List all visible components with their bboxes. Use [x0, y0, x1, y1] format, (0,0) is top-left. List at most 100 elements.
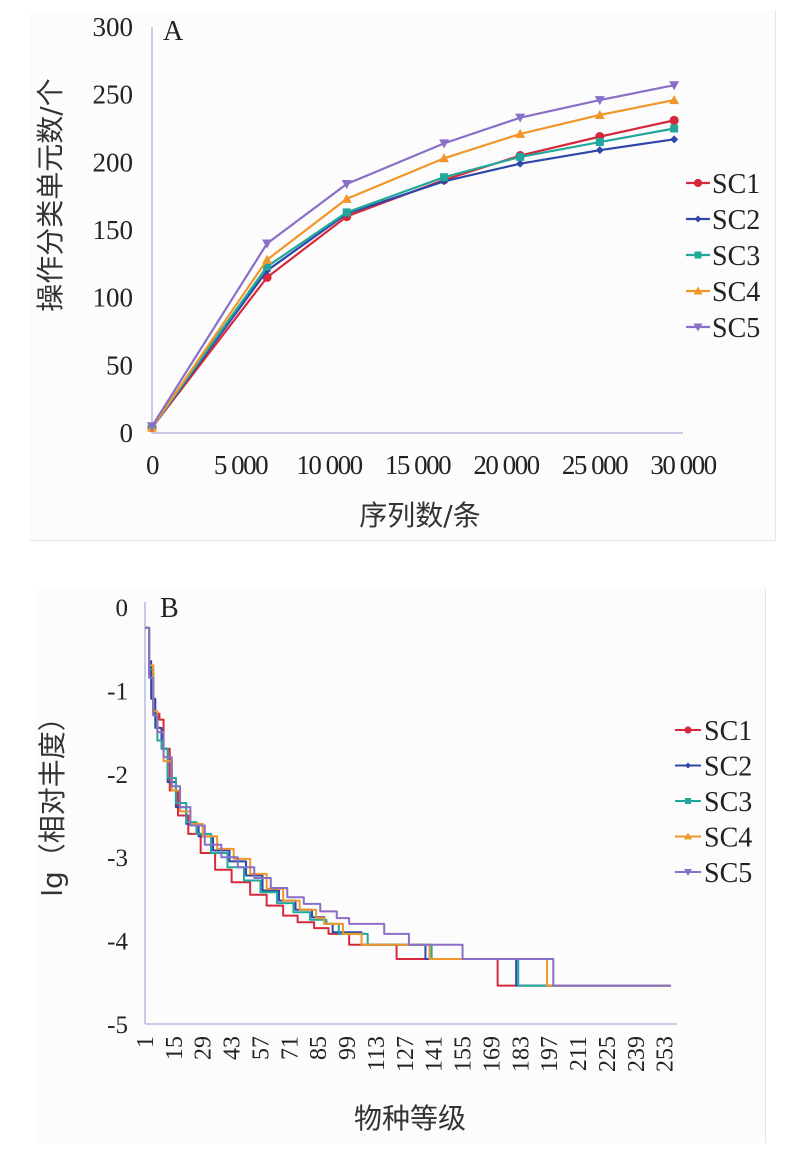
data-point: [440, 173, 449, 182]
x-axis-label-a: 序列数/条: [359, 499, 480, 532]
x-tick-label-b: 113: [364, 1036, 390, 1071]
series-line-sc3: [145, 626, 671, 987]
chart-panel-b: [35, 588, 766, 1143]
legend-item-sc4: SC4: [675, 823, 752, 854]
legend-item-sc2: SC2: [675, 752, 752, 783]
x-tick-label-b: 85: [306, 1036, 332, 1060]
y-tick-label-b: -1: [107, 678, 128, 705]
data-point: [342, 208, 351, 217]
x-tick-label-b: 127: [393, 1036, 419, 1072]
legend-label: SC4: [704, 823, 752, 854]
x-tick-label-b: 29: [191, 1036, 217, 1060]
x-tick-label-b: 253: [653, 1036, 679, 1072]
data-point: [515, 113, 526, 123]
y-tick-label-b: -5: [107, 1012, 128, 1039]
y-tick-label-b: -3: [107, 845, 128, 872]
x-axis-label-b: 物种等级: [354, 1102, 466, 1135]
legend-marker-icon: [684, 869, 692, 876]
x-tick-label-a: 30 000: [650, 450, 716, 480]
x-tick-label-b: 211: [566, 1036, 592, 1071]
legend-marker-icon: [693, 323, 703, 332]
y-tick-label-b: -4: [107, 929, 128, 956]
x-tick-label-a: 0: [146, 450, 159, 480]
data-point: [669, 95, 680, 105]
x-tick-label-b: 183: [508, 1036, 534, 1072]
y-tick-label-a: 50: [106, 350, 133, 380]
legend-label: SC3: [712, 241, 760, 272]
y-tick-label-a: 250: [93, 80, 134, 110]
data-point: [262, 254, 273, 264]
legend-label: SC5: [712, 313, 760, 344]
legend-label: SC3: [704, 787, 752, 818]
y-tick-label-b: 0: [116, 595, 129, 622]
data-point: [594, 96, 605, 106]
data-point: [670, 135, 679, 144]
series-line-sc1: [145, 626, 671, 987]
legend-item-sc2: SC2: [686, 205, 760, 236]
panel-label-a: A: [163, 16, 184, 47]
legend-label: SC2: [704, 752, 752, 783]
data-point: [147, 422, 157, 432]
x-tick-label-b: 197: [537, 1036, 563, 1072]
legend-marker-icon: [693, 178, 703, 188]
data-point: [263, 262, 272, 271]
y-tick-label-a: 0: [120, 418, 134, 448]
chart-a: A 0 50 100 150 200 250 300 0 5 000 10 000 15 000 2…: [34, 12, 760, 532]
legend-marker-icon: [685, 762, 691, 769]
x-tick-label-b: 1: [133, 1036, 159, 1048]
y-tick-label-a: 150: [93, 215, 134, 245]
data-point: [262, 239, 273, 249]
y-tick-label-a: 200: [93, 147, 134, 177]
legend-item-sc5: SC5: [686, 313, 760, 344]
data-point: [341, 179, 352, 189]
x-tick-label-b: 169: [479, 1036, 505, 1072]
legend-marker-icon: [694, 215, 702, 223]
legend-item-sc3: SC3: [686, 241, 760, 272]
x-tick-label-b: 225: [595, 1036, 621, 1072]
x-tick-label-a: 5 000: [214, 450, 268, 480]
x-tick-label-b: 99: [335, 1036, 361, 1060]
series-line-sc2: [145, 626, 671, 987]
legend-item-sc1: SC1: [686, 169, 760, 200]
x-tick-label-b: 43: [220, 1036, 246, 1060]
y-axis-label-a: 操作分类单元数/个: [34, 78, 67, 311]
series-sc4: [147, 95, 680, 432]
data-point: [670, 124, 679, 133]
data-point: [669, 81, 680, 91]
x-tick-label-b: 15: [162, 1036, 188, 1060]
x-tick-label-b: 239: [624, 1036, 650, 1072]
y-tick-label-b: -2: [107, 762, 128, 789]
legend-item-sc5: SC5: [675, 858, 752, 889]
x-tick-label-a: 10 000: [296, 450, 362, 480]
series-line-sc4: [145, 626, 671, 987]
x-tick-label-b: 71: [277, 1036, 303, 1060]
legend-label: SC1: [704, 716, 752, 747]
data-point: [439, 139, 450, 149]
legend-label: SC4: [712, 277, 760, 308]
y-axis-label-b: lg（相对丰度）: [36, 703, 69, 897]
legend-item-sc3: SC3: [675, 787, 752, 818]
x-tick-label-b: 141: [422, 1036, 448, 1072]
legend-label: SC2: [712, 205, 760, 236]
panel-label-b: B: [160, 593, 179, 624]
y-tick-label-a: 300: [93, 12, 134, 42]
x-tick-label-a: 20 000: [473, 450, 539, 480]
data-point: [595, 146, 604, 155]
data-point: [515, 128, 526, 138]
chart-panel-a: [30, 10, 776, 541]
x-tick-label-a: 25 000: [562, 450, 628, 480]
legend-label: SC5: [704, 858, 752, 889]
legend-item-sc4: SC4: [686, 277, 760, 308]
data-point: [516, 159, 525, 168]
legend-marker-icon: [693, 286, 703, 295]
x-tick-label-b: 155: [451, 1036, 477, 1072]
data-point: [439, 153, 450, 163]
data-point: [516, 152, 525, 161]
x-tick-label-b: 57: [248, 1036, 274, 1060]
series-sc5: [147, 81, 680, 432]
series-line-sc5: [145, 626, 671, 987]
y-tick-label-a: 100: [93, 283, 134, 313]
legend-marker-icon: [685, 798, 691, 804]
legend-label: SC1: [712, 169, 760, 200]
